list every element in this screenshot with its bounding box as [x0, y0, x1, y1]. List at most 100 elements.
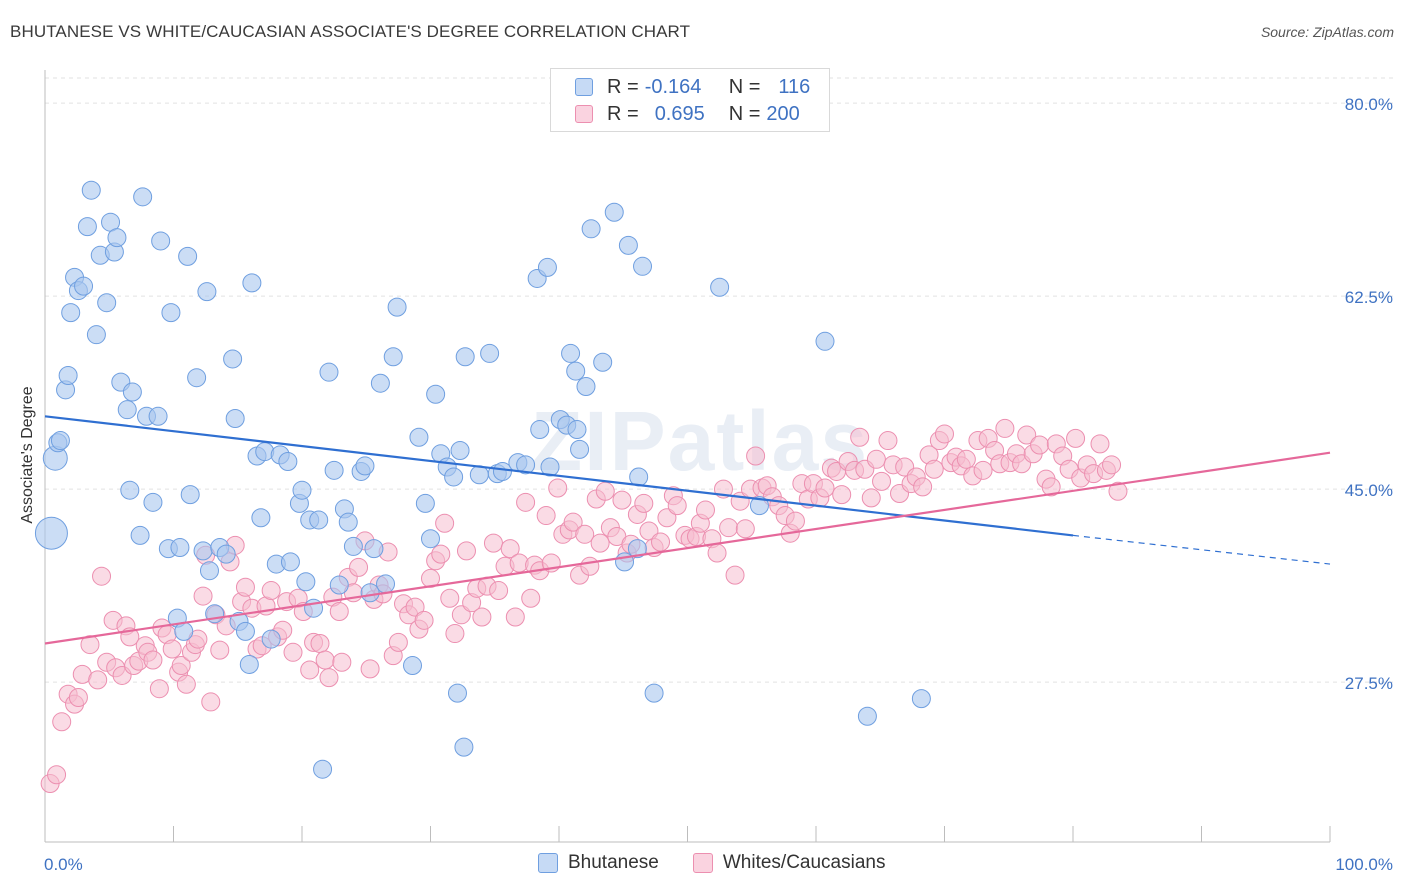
tick-labels: 27.5% 45.0% 62.5% 80.0% 0.0% 100.0% — [44, 95, 1393, 874]
data-point-bhutanese — [122, 382, 142, 402]
legend-n-value: 200 — [766, 102, 800, 125]
data-point-whites — [1017, 425, 1037, 445]
data-point-whites — [445, 624, 465, 644]
data-point-bhutanese — [225, 409, 245, 429]
data-point-bhutanese — [161, 303, 181, 323]
data-point-bhutanese — [61, 303, 81, 323]
data-point-whites — [1108, 481, 1128, 501]
data-point-bhutanese — [360, 583, 380, 603]
trend-line-whites — [44, 451, 1331, 645]
y-tick-label: 27.5% — [1345, 674, 1393, 693]
data-point-whites — [719, 518, 739, 538]
data-point-whites — [866, 449, 886, 469]
series-bhutanese — [34, 180, 931, 779]
data-point-bhutanese — [187, 368, 207, 388]
data-point-bhutanese — [255, 442, 275, 462]
data-point-whites — [319, 668, 339, 688]
data-point-whites — [634, 493, 654, 513]
data-point-whites — [80, 635, 100, 655]
data-point-whites — [332, 652, 352, 672]
watermark: ZIPatlas — [531, 394, 869, 488]
legend-n-label: N = — [728, 75, 761, 98]
data-point-bhutanese — [74, 276, 94, 296]
data-point-bhutanese — [170, 538, 190, 558]
data-point-bhutanese — [235, 621, 255, 641]
data-point-bhutanese — [278, 452, 298, 472]
data-point-whites — [405, 597, 425, 617]
data-point-bhutanese — [343, 536, 363, 556]
data-point-bhutanese — [81, 180, 101, 200]
data-point-whites — [924, 459, 944, 479]
y-tick-label: 80.0% — [1345, 95, 1393, 114]
data-point-whites — [489, 581, 509, 601]
data-point-bhutanese — [911, 689, 931, 709]
legend-row-bhutanese: R = -0.164 N = 116 — [575, 75, 810, 99]
legend-swatch-pink — [575, 105, 593, 123]
data-point-whites — [861, 488, 881, 508]
data-point-bhutanese — [50, 431, 70, 451]
data-point-bhutanese — [644, 683, 664, 703]
data-point-bhutanese — [604, 202, 624, 222]
data-point-bhutanese — [576, 377, 596, 397]
data-point-whites — [329, 602, 349, 622]
data-point-bhutanese — [403, 656, 423, 676]
data-point-whites — [595, 481, 615, 501]
data-point-bhutanese — [97, 293, 117, 313]
data-point-bhutanese — [516, 455, 536, 475]
data-point-bhutanese — [581, 219, 601, 239]
data-point-whites — [315, 650, 335, 670]
data-point-whites — [935, 424, 954, 444]
series-legend-bhutanese[interactable]: Bhutanese — [538, 852, 659, 874]
data-point-whites — [149, 679, 169, 699]
data-point-bhutanese — [454, 737, 474, 757]
data-point-whites — [349, 557, 369, 577]
legend-swatch-blue — [538, 853, 558, 873]
data-point-whites — [201, 692, 221, 712]
legend-n-label: N = — [728, 102, 761, 125]
legend-r-label: R = — [607, 102, 639, 125]
data-point-bhutanese — [530, 420, 550, 440]
data-point-bhutanese — [444, 467, 464, 487]
series-legend-label: Whites/Caucasians — [722, 852, 886, 873]
data-point-whites — [815, 478, 835, 498]
data-point-bhutanese — [329, 575, 349, 595]
data-point-bhutanese — [193, 541, 213, 561]
data-point-bhutanese — [376, 574, 396, 594]
data-point-whites — [456, 541, 476, 561]
data-point-whites — [1041, 477, 1061, 497]
data-point-bhutanese — [383, 347, 403, 367]
data-point-whites — [872, 471, 892, 491]
data-point-bhutanese — [313, 759, 333, 779]
legend-swatch-pink — [692, 853, 713, 873]
data-point-bhutanese — [319, 362, 339, 382]
data-point-whites — [580, 556, 600, 576]
data-point-bhutanese — [450, 440, 470, 460]
data-point-whites — [695, 500, 715, 520]
data-point-bhutanese — [567, 420, 587, 440]
data-point-bhutanese — [120, 480, 140, 500]
data-point-whites — [973, 460, 993, 480]
data-point-whites — [421, 568, 440, 588]
data-point-whites — [590, 533, 610, 553]
data-point-whites — [651, 532, 671, 552]
data-point-bhutanese — [355, 456, 375, 476]
data-point-whites — [746, 446, 766, 466]
data-point-whites — [521, 588, 541, 608]
data-point-whites — [193, 586, 213, 606]
trend-line-bhutanese-extension — [1072, 534, 1331, 565]
legend-r-value: -0.164 — [644, 75, 702, 98]
data-point-bhutanese — [447, 683, 467, 703]
data-point-whites — [516, 492, 536, 512]
correlation-legend: R = -0.164 N = 116 R = 0.695 N = 200 — [550, 68, 830, 132]
trend-lines — [44, 415, 1331, 645]
data-point-whites — [210, 640, 230, 660]
data-point-bhutanese — [223, 349, 243, 369]
data-point-whites — [707, 543, 727, 563]
series-legend-whites[interactable]: Whites/Caucasians — [692, 852, 886, 874]
data-point-whites — [52, 712, 72, 732]
data-point-bhutanese — [537, 257, 557, 277]
data-point-bhutanese — [239, 654, 259, 674]
data-point-bhutanese — [409, 427, 429, 447]
data-point-bhutanese — [455, 347, 475, 367]
